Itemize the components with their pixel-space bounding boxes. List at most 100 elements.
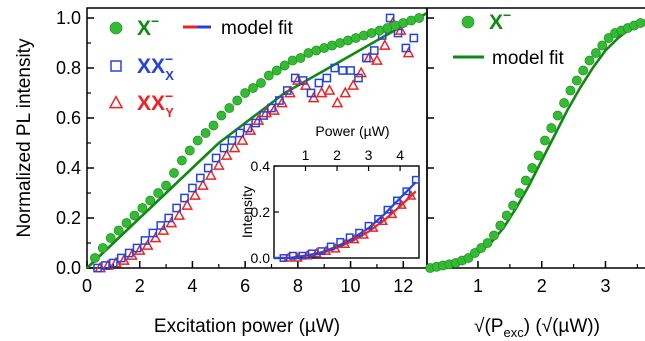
xx-x-point bbox=[362, 53, 371, 63]
inset-xx-y-point bbox=[405, 190, 417, 200]
inset-x-tick-label: 2 bbox=[333, 147, 341, 163]
x-point bbox=[169, 168, 179, 178]
right-x-point bbox=[578, 65, 589, 76]
xx-x-point bbox=[298, 76, 308, 85]
x-point bbox=[145, 195, 156, 206]
right-x-point bbox=[489, 230, 499, 241]
inset-xx-x-point bbox=[383, 205, 392, 214]
inset-xx-y-point bbox=[386, 208, 398, 219]
xx-x-point bbox=[164, 213, 174, 223]
right-x-point bbox=[482, 238, 493, 248]
xx-y-point bbox=[299, 79, 312, 90]
right-x-point bbox=[552, 110, 563, 121]
inset-xx-x-point bbox=[317, 247, 326, 256]
xx-x-point bbox=[338, 66, 348, 75]
x-point bbox=[271, 65, 282, 76]
right-x-point bbox=[597, 40, 608, 51]
right-x-point bbox=[495, 220, 506, 231]
right-x-tick-label: 1 bbox=[473, 276, 483, 296]
right-x-point bbox=[533, 150, 544, 161]
xx-y-point bbox=[378, 39, 391, 50]
x-point bbox=[248, 83, 258, 93]
inset-xx-x-point bbox=[307, 249, 316, 258]
inset-y-axis-label: Intensity bbox=[239, 186, 255, 238]
xx-y-point bbox=[141, 239, 154, 250]
xx-y-point bbox=[189, 189, 201, 200]
right-x-axis-label: √(Pexc) (√(µW)) bbox=[474, 316, 600, 340]
y-tick-label: 0.6 bbox=[56, 108, 81, 128]
right-x-point bbox=[540, 135, 550, 146]
xx-x-point bbox=[314, 78, 324, 88]
xx-x-point bbox=[140, 236, 150, 245]
x-point bbox=[216, 110, 227, 121]
xx-y-point bbox=[236, 134, 249, 145]
xx-y-point bbox=[149, 231, 162, 243]
legend-x-label: X− bbox=[137, 13, 159, 40]
xx-x-point bbox=[109, 258, 118, 268]
x-point bbox=[153, 188, 164, 198]
x-point bbox=[240, 88, 251, 98]
xx-y-point bbox=[133, 244, 146, 255]
right-x-point bbox=[565, 85, 576, 96]
xx-x-point bbox=[322, 73, 332, 83]
xx-x-point bbox=[354, 73, 363, 83]
xx-x-point bbox=[172, 203, 181, 213]
xx-x-point bbox=[180, 193, 189, 203]
inset-xx-x-point bbox=[364, 221, 373, 230]
x-point bbox=[90, 253, 100, 263]
xx-x-point bbox=[219, 143, 229, 153]
x-point bbox=[256, 78, 266, 88]
x-point bbox=[192, 135, 203, 146]
y-tick-label: 1.0 bbox=[56, 8, 81, 28]
xx-x-point bbox=[369, 46, 379, 55]
xx-y-point bbox=[268, 104, 281, 115]
xx-x-point bbox=[132, 243, 142, 253]
y-tick-label: 0.2 bbox=[56, 208, 81, 228]
xx-x-point bbox=[235, 128, 245, 138]
legend-xx-x-label: XX− X bbox=[137, 51, 174, 83]
xx-x-point bbox=[188, 183, 197, 193]
xx-y-point bbox=[204, 169, 217, 180]
x-point bbox=[105, 233, 116, 243]
xx-y-point bbox=[402, 46, 415, 58]
x-tick-label: 8 bbox=[293, 276, 303, 296]
inset-xx-x-point bbox=[402, 187, 411, 196]
y-axis-label: Normalized PL intensity bbox=[14, 38, 35, 237]
xx-y-point bbox=[181, 199, 194, 210]
inset-xx-x-point bbox=[336, 237, 345, 246]
x-point bbox=[113, 225, 124, 236]
xx-y-point bbox=[197, 179, 209, 190]
xx-y-point bbox=[339, 86, 352, 98]
right-x-point bbox=[501, 210, 512, 221]
x-point bbox=[121, 218, 132, 228]
inset-y-tick-label: 0.4 bbox=[251, 158, 271, 174]
legend-xx-y-label: XX− Y bbox=[137, 88, 174, 120]
xx-x-point bbox=[385, 13, 395, 23]
xx-x-point bbox=[306, 88, 316, 98]
xx-x-point bbox=[346, 66, 355, 75]
y-tick-label: 0.4 bbox=[56, 158, 81, 178]
inset-y-tick-label: 0.0 bbox=[251, 250, 271, 266]
xx-x-point bbox=[116, 253, 126, 263]
right-legend-x-label: X− bbox=[489, 7, 511, 34]
xx-x-point bbox=[251, 118, 261, 128]
xx-x-point bbox=[282, 86, 292, 95]
x-axis-label: Excitation power (µW) bbox=[154, 316, 340, 337]
x-tick-label: 10 bbox=[341, 276, 361, 296]
x-point bbox=[97, 243, 108, 253]
xx-y-point bbox=[165, 216, 178, 228]
xx-y-point bbox=[276, 96, 288, 108]
x-tick-label: 6 bbox=[240, 276, 250, 296]
x-point bbox=[232, 95, 243, 106]
legend-fit-label: model fit bbox=[221, 18, 294, 39]
xx-y-point bbox=[228, 141, 241, 153]
right-x-point bbox=[559, 98, 569, 108]
right-x-point bbox=[546, 123, 557, 133]
x-point bbox=[137, 203, 148, 213]
x-point bbox=[161, 180, 171, 191]
inset-xx-x-point bbox=[326, 242, 335, 251]
xx-y-point bbox=[347, 79, 360, 90]
right-x-point bbox=[635, 18, 645, 28]
xx-x-point bbox=[227, 136, 237, 145]
xx-x-point bbox=[267, 103, 276, 113]
